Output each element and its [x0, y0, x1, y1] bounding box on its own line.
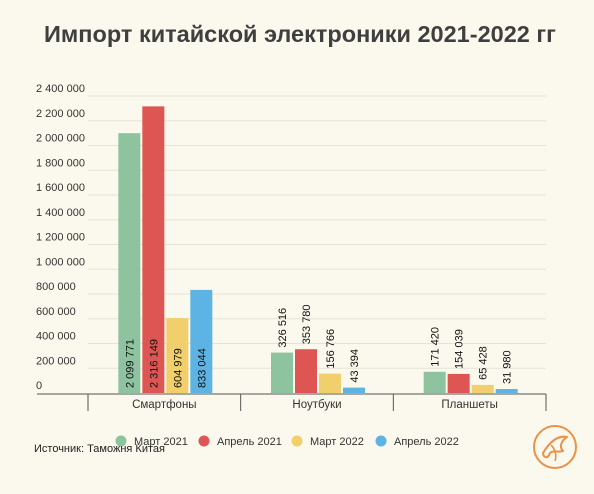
bar [295, 349, 317, 393]
category-label: Смартфоны [132, 399, 197, 411]
data-labels: 2 099 771 2 316 149 604 979 833 044 326 516 3… [124, 304, 513, 388]
category-label: Планшеты [441, 399, 498, 411]
data-label: 156 766 [325, 329, 337, 369]
bar [118, 133, 141, 394]
data-label: 353 780 [301, 304, 313, 344]
y-tick-label: 1 200 000 [36, 232, 85, 244]
legend-swatch [375, 435, 387, 447]
chart-title: Импорт китайской электроники 2021-2022 г… [44, 21, 556, 47]
y-tick-label: 200 000 [36, 355, 76, 367]
legend-swatch [291, 435, 303, 447]
bar [471, 384, 494, 393]
bar [190, 289, 213, 393]
data-label: 2 316 149 [148, 339, 160, 388]
bar [319, 373, 341, 393]
bar [142, 106, 165, 394]
x-axis: Смартфоны Ноутбуки Планшеты [37, 393, 547, 411]
y-tick-label: 2 400 000 [36, 83, 85, 95]
bar [343, 387, 365, 393]
bar [423, 371, 446, 393]
data-label: 833 044 [196, 348, 208, 388]
data-label: 326 516 [277, 308, 289, 348]
legend: Март 2021 Апрель 2021 Март 2022 Апрель 2022 [115, 435, 459, 448]
legend-label: Апрель 2022 [394, 436, 459, 448]
data-label: 43 394 [349, 349, 361, 383]
data-label: 171 420 [430, 327, 442, 367]
y-tick-label: 600 000 [36, 306, 76, 318]
bird-logo-icon [533, 425, 577, 469]
y-tick-label: 1 600 000 [36, 182, 85, 194]
y-tick-label: 800 000 [36, 281, 76, 293]
y-tick-label: 0 [36, 380, 42, 392]
bar [166, 318, 189, 393]
source-note: Источник: Таможня Китая [34, 443, 165, 455]
y-tick-label: 2 000 000 [36, 133, 85, 145]
data-label: 2 099 771 [124, 339, 136, 388]
bar [447, 373, 470, 393]
y-tick-label: 2 200 000 [36, 108, 85, 120]
data-label: 154 039 [454, 329, 466, 369]
legend-label: Март 2021 [134, 436, 188, 448]
legend-swatch [198, 435, 210, 447]
legend-label: Март 2022 [310, 436, 364, 448]
legend-label: Апрель 2021 [217, 436, 282, 448]
legend-swatch [115, 435, 127, 447]
y-axis-ticks: 0 200 000 400 000 600 000 800 000 1 000 000 1 … [36, 83, 85, 392]
y-tick-label: 1 400 000 [36, 207, 85, 219]
y-tick-label: 1 000 000 [36, 256, 85, 268]
data-label: 604 979 [172, 348, 184, 388]
data-label: 31 980 [502, 350, 514, 384]
bars [118, 106, 518, 394]
y-tick-label: 1 800 000 [36, 157, 85, 169]
data-label: 65 428 [478, 346, 490, 380]
y-tick-label: 400 000 [36, 331, 76, 343]
bar [271, 352, 293, 393]
bar [495, 389, 518, 393]
category-label: Ноутбуки [292, 399, 341, 411]
